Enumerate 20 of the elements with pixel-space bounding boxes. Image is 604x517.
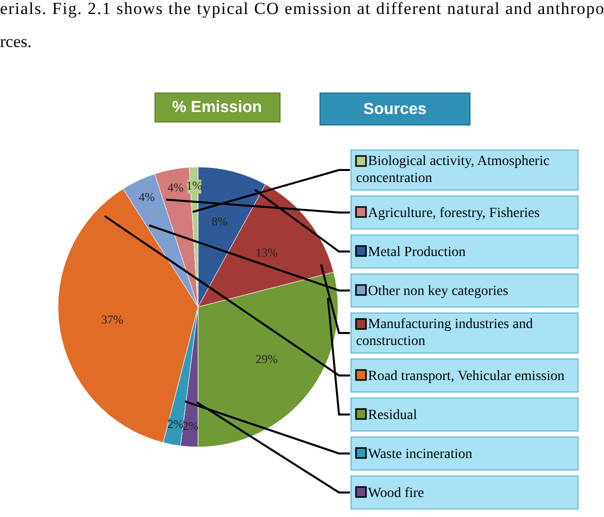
legend-label: Residual [368, 408, 418, 423]
data-label: 4% [138, 190, 155, 204]
text: rces. [0, 32, 32, 51]
data-label: 4% [167, 180, 184, 194]
text: erials. Fig. 2.1 shows the typical CO emission at different natural and anthropo [0, 0, 604, 18]
legend-label: Manufacturing industries and construction [356, 317, 533, 349]
legend-label: Agriculture, forestry, Fisheries [368, 206, 540, 221]
legend-title: Sources [363, 101, 427, 118]
legend-label: Wood fire [368, 486, 424, 501]
data-label: 2% [167, 417, 184, 432]
legend-label: Road transport, Vehicular emission [368, 369, 564, 384]
data-label: 8% [212, 214, 228, 229]
legend-label: Metal Production [368, 245, 466, 260]
data-label: 13% [256, 246, 278, 260]
chart-title: % Emission [172, 99, 262, 116]
data-label: 37% [101, 312, 124, 326]
legend-label: Other non key categories [368, 284, 508, 299]
data-label: 29% [256, 352, 278, 366]
legend-label: Biological activity, Atmospheric concentration [356, 154, 550, 186]
legend-label: Waste incineration [368, 447, 472, 462]
